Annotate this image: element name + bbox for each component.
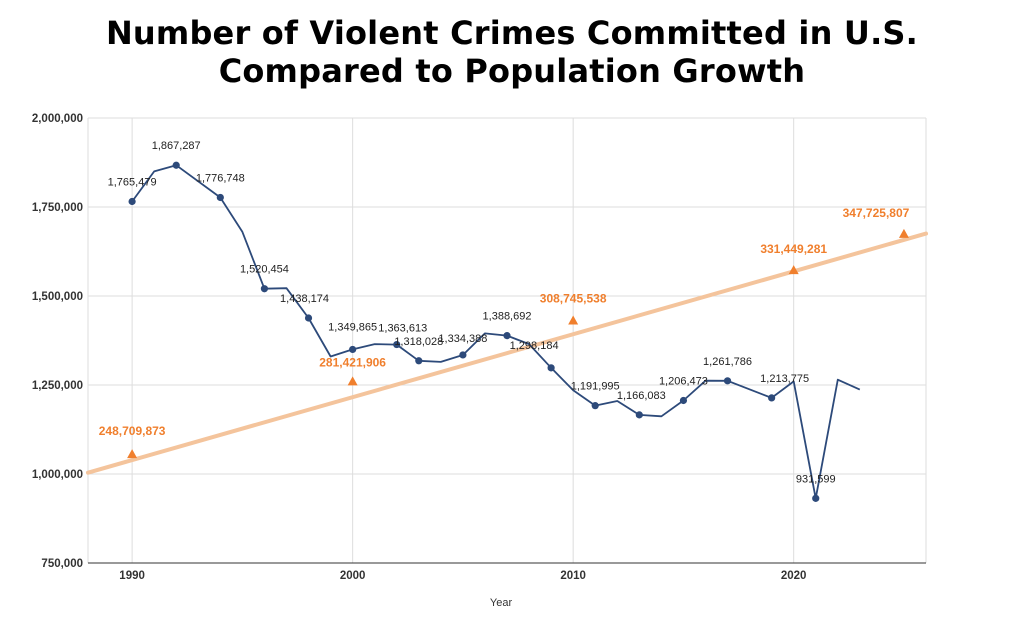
crime-data-label: 1,166,083	[617, 390, 666, 402]
crime-data-label: 1,191,995	[571, 381, 620, 393]
crime-point	[415, 357, 423, 365]
crime-data-label: 1,298,184	[510, 340, 559, 352]
crime-point	[635, 411, 643, 419]
crime-data-label: 1,438,174	[280, 293, 329, 305]
crime-point	[503, 332, 511, 340]
y-tick-label: 1,500,000	[32, 291, 83, 303]
y-tick-label: 750,000	[41, 558, 83, 570]
crime-series	[128, 161, 861, 502]
population-marker	[347, 376, 358, 386]
crime-point	[679, 396, 688, 405]
crime-point	[393, 340, 401, 349]
population-trend	[86, 228, 928, 475]
population-data-label: 331,449,281	[760, 242, 827, 256]
crime-line	[131, 164, 861, 500]
crime-point	[216, 193, 224, 202]
crime-data-label: 1,520,454	[240, 264, 289, 276]
crime-point	[768, 394, 776, 402]
crime-point	[128, 197, 136, 206]
crime-data-label: 1,261,786	[703, 356, 752, 368]
crime-point	[812, 494, 820, 502]
crime-point	[547, 364, 555, 372]
y-tick-label: 1,000,000	[32, 469, 83, 481]
data-labels: 1,765,479 1,867,287 1,776,748 1,520,454 1,43…	[99, 140, 910, 485]
crime-data-label: 1,349,865	[328, 321, 377, 333]
crime-data-label: 1,206,473	[659, 375, 708, 387]
chart-title: Number of Violent Crimes Committed in U.…	[0, 14, 1024, 90]
x-tick-label: 2020	[781, 570, 807, 582]
grid	[87, 117, 927, 564]
crime-data-label: 1,388,692	[483, 311, 532, 323]
crime-data-label: 1,776,748	[196, 172, 245, 184]
x-tick-label: 2010	[560, 570, 586, 582]
population-marker	[568, 315, 579, 325]
y-tick-label: 1,250,000	[32, 380, 83, 392]
y-tick-label: 2,000,000	[32, 113, 83, 125]
crime-data-label: 1,867,287	[152, 140, 201, 152]
population-trend-line	[86, 231, 928, 475]
crime-data-label: 1,363,613	[378, 323, 427, 335]
crime-data-label: 1,318,028	[394, 336, 443, 348]
crime-point	[591, 402, 599, 410]
x-axis-title: Year	[490, 597, 513, 609]
population-data-label: 281,421,906	[319, 355, 386, 369]
crime-point	[260, 285, 269, 293]
crime-data-label: 1,765,479	[108, 176, 157, 188]
population-data-label: 248,709,873	[99, 424, 166, 438]
population-marker	[788, 265, 799, 275]
chart-title-line-2: Compared to Population Growth	[218, 52, 806, 90]
chart-title-line-1: Number of Violent Crimes Committed in U.…	[105, 14, 919, 52]
crime-point	[172, 161, 180, 169]
population-data-label: 308,745,538	[540, 292, 607, 306]
crime-point	[304, 314, 313, 322]
x-tick-label: 1990	[119, 570, 145, 582]
crime-point	[459, 351, 467, 359]
crime-point	[723, 377, 732, 385]
crime-data-label: 931,599	[796, 473, 836, 485]
crime-data-label: 1,334,388	[438, 333, 487, 345]
population-marker	[127, 449, 138, 459]
crime-point	[349, 345, 357, 354]
x-tick-label: 2000	[340, 570, 366, 582]
population-marker	[898, 228, 909, 238]
population-data-label: 347,725,807	[843, 206, 910, 220]
crime-data-label: 1,213,775	[760, 373, 809, 385]
axes: 2,000,000 1,750,000 1,500,000 1,250,000 1,00…	[32, 113, 926, 609]
y-tick-label: 1,750,000	[32, 202, 83, 214]
